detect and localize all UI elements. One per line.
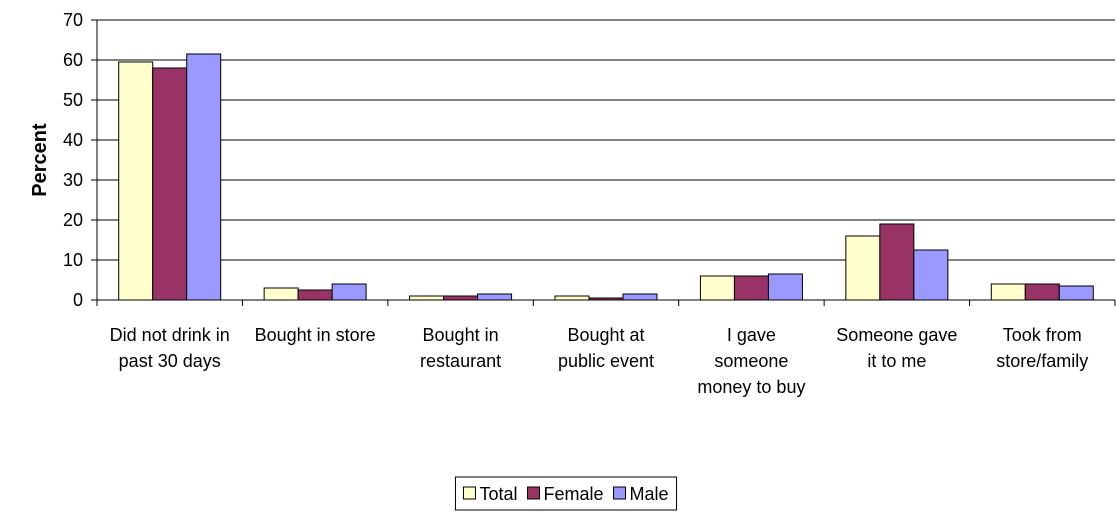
y-tick-label: 60 xyxy=(63,50,83,70)
bar xyxy=(699,275,735,301)
bar xyxy=(622,293,658,301)
y-tick-label: 40 xyxy=(63,130,83,150)
y-tick-label: 20 xyxy=(63,210,83,230)
y-tick-label: 30 xyxy=(63,170,83,190)
legend-label: Female xyxy=(543,484,603,504)
legend-label: Male xyxy=(630,484,669,504)
legend: Total Female Male xyxy=(454,476,678,511)
bar xyxy=(263,287,299,301)
bar xyxy=(845,235,881,301)
x-tick-label: I gave someone money to buy xyxy=(697,325,805,397)
x-tick-label: Bought in restaurant xyxy=(420,325,501,371)
bar xyxy=(152,67,188,301)
bar xyxy=(118,61,154,301)
y-tick-label: 50 xyxy=(63,90,83,110)
bar xyxy=(1024,283,1060,301)
legend-box xyxy=(454,476,678,511)
y-axis-label: Percent xyxy=(29,123,51,197)
bar xyxy=(913,249,949,301)
legend-swatch xyxy=(613,486,627,500)
x-tick-label: Took from store/family xyxy=(996,325,1088,371)
bar xyxy=(297,289,333,301)
y-tick-label: 70 xyxy=(63,10,83,30)
y-tick-label: 0 xyxy=(73,290,83,310)
x-tick-label: Bought in store xyxy=(255,325,376,345)
bar xyxy=(990,283,1026,301)
x-tick-label: Did not drink in past 30 days xyxy=(110,325,230,371)
legend-swatch xyxy=(462,486,476,500)
x-tick-label: Someone gave it to me xyxy=(836,325,957,371)
bar xyxy=(767,273,803,301)
bar xyxy=(733,275,769,301)
bar xyxy=(331,283,367,301)
bar xyxy=(409,295,445,301)
bar xyxy=(186,53,222,301)
bar xyxy=(443,295,479,301)
bar xyxy=(554,295,590,301)
y-tick-label: 10 xyxy=(63,250,83,270)
legend-label: Total xyxy=(479,484,517,504)
bar xyxy=(1058,285,1094,301)
bar xyxy=(477,293,513,301)
x-tick-label: Bought at public event xyxy=(558,325,654,371)
legend-swatch xyxy=(526,486,540,500)
bar xyxy=(879,223,915,301)
